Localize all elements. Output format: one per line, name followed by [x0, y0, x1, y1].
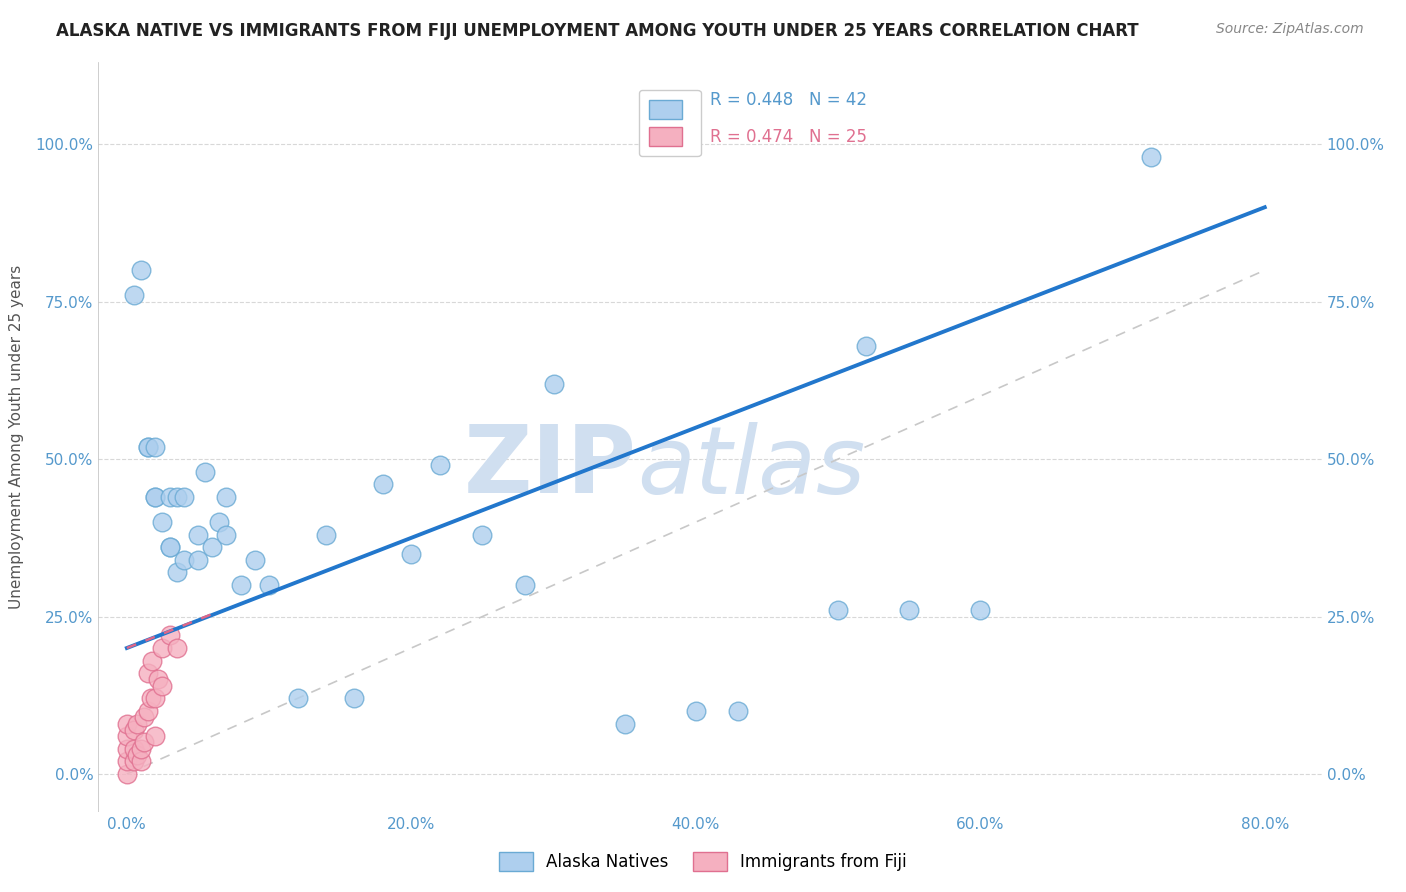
Point — [129, 263, 152, 277]
Point — [122, 741, 145, 756]
Point — [136, 440, 159, 454]
Point — [132, 710, 155, 724]
Point — [115, 729, 138, 743]
Point — [143, 490, 166, 504]
Point — [287, 691, 309, 706]
Point — [136, 704, 159, 718]
Point — [173, 490, 195, 504]
Point — [685, 704, 707, 718]
Text: ALASKA NATIVE VS IMMIGRANTS FROM FIJI UNEMPLOYMENT AMONG YOUTH UNDER 25 YEARS CO: ALASKA NATIVE VS IMMIGRANTS FROM FIJI UN… — [56, 22, 1139, 40]
Point — [969, 603, 991, 617]
Point — [143, 691, 166, 706]
Y-axis label: Unemployment Among Youth under 25 years: Unemployment Among Youth under 25 years — [10, 265, 24, 609]
Point — [315, 527, 337, 541]
Point — [143, 440, 166, 454]
Point — [152, 679, 174, 693]
Point — [855, 339, 877, 353]
Point — [429, 458, 451, 473]
Text: Source: ZipAtlas.com: Source: ZipAtlas.com — [1216, 22, 1364, 37]
Point — [166, 490, 188, 504]
Point — [132, 735, 155, 749]
Point — [187, 527, 209, 541]
Point — [136, 440, 159, 454]
Point — [471, 527, 494, 541]
Point — [129, 741, 152, 756]
Point — [898, 603, 921, 617]
Point — [143, 490, 166, 504]
Point — [159, 541, 181, 555]
Point — [173, 553, 195, 567]
Point — [129, 755, 152, 769]
Point — [187, 553, 209, 567]
Point — [343, 691, 366, 706]
Point — [827, 603, 849, 617]
Point — [513, 578, 536, 592]
Point — [159, 541, 181, 555]
Point — [371, 477, 394, 491]
Point — [208, 515, 231, 529]
Text: atlas: atlas — [637, 422, 865, 513]
Text: ZIP: ZIP — [464, 421, 637, 513]
Point — [543, 376, 565, 391]
Point — [215, 527, 238, 541]
Point — [152, 515, 174, 529]
Point — [115, 755, 138, 769]
Point — [115, 741, 138, 756]
Point — [122, 723, 145, 737]
Text: R = 0.474   N = 25: R = 0.474 N = 25 — [710, 128, 868, 146]
Legend: , : , — [638, 89, 700, 156]
Point — [141, 654, 163, 668]
Point — [136, 666, 159, 681]
Point — [122, 755, 145, 769]
Point — [166, 566, 188, 580]
Text: R = 0.448   N = 42: R = 0.448 N = 42 — [710, 91, 868, 109]
Point — [159, 490, 181, 504]
Point — [1140, 150, 1163, 164]
Point — [159, 628, 181, 642]
Point — [401, 547, 423, 561]
Point — [152, 640, 174, 655]
Point — [125, 716, 148, 731]
Point — [194, 465, 217, 479]
Point — [115, 767, 138, 781]
Point — [115, 716, 138, 731]
Point — [727, 704, 749, 718]
Legend: Alaska Natives, Immigrants from Fiji: Alaska Natives, Immigrants from Fiji — [491, 843, 915, 880]
Point — [229, 578, 252, 592]
Point — [122, 288, 145, 302]
Point — [613, 716, 636, 731]
Point — [243, 553, 266, 567]
Point — [125, 747, 148, 762]
Point — [201, 541, 224, 555]
Point — [257, 578, 280, 592]
Point — [166, 640, 188, 655]
Point — [146, 673, 169, 687]
Point — [143, 729, 166, 743]
Point — [215, 490, 238, 504]
Point — [139, 691, 162, 706]
